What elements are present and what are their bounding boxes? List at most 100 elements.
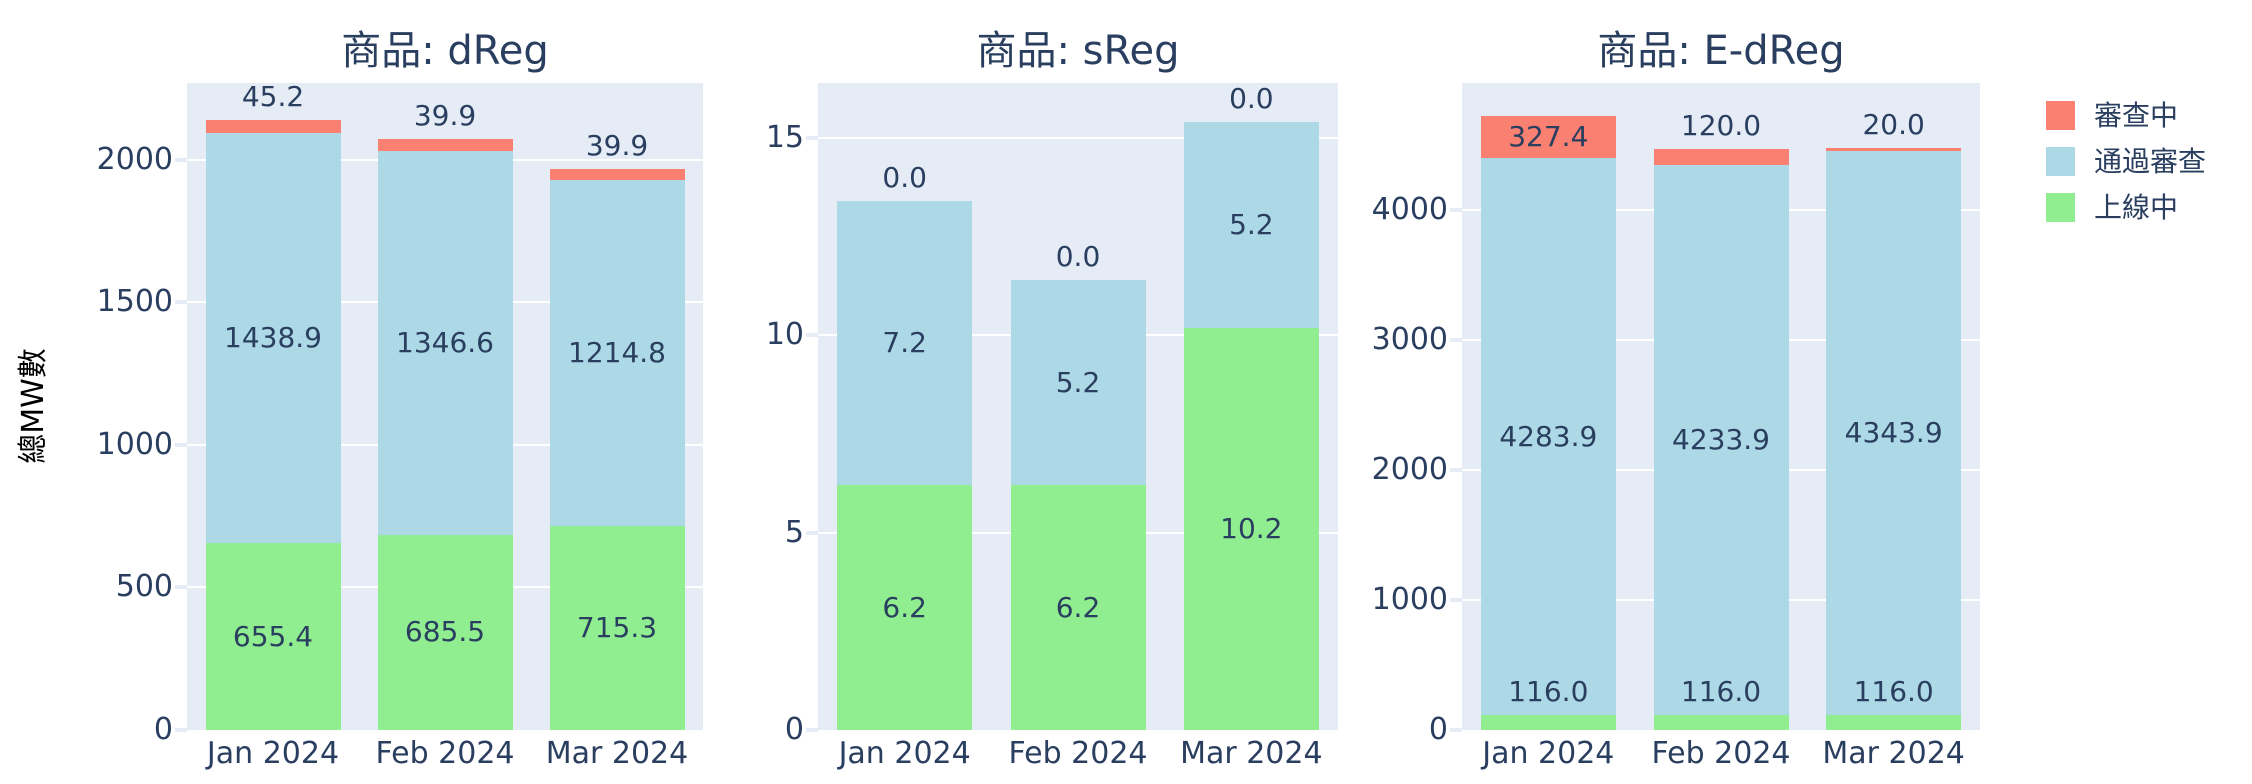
y-tick-label: 4000	[1371, 192, 1448, 228]
y-tick-label: 1500	[96, 284, 173, 320]
bar-segment	[1653, 164, 1789, 715]
y-tick-label: 15	[765, 120, 804, 156]
bar-value-label: 5.2	[1229, 208, 1274, 242]
bar-segment	[1480, 714, 1616, 730]
legend-item[interactable]: 通過審查	[2046, 147, 2206, 176]
y-tick-label: 2000	[1371, 452, 1448, 488]
y-tick-label: 500	[115, 569, 173, 605]
y-tick-label: 2000	[96, 141, 173, 177]
bar-value-label: 5.2	[1055, 365, 1101, 399]
y-tick-mark	[175, 585, 187, 590]
bar-segment	[1183, 327, 1319, 730]
bar-value-label: 715.3	[576, 611, 658, 645]
x-tick-label: Jan 2024	[1482, 736, 1615, 771]
bar-segment	[1010, 280, 1146, 486]
bar-value-label: 7.2	[882, 326, 927, 360]
bar-value-label: 4233.9	[1672, 422, 1770, 456]
bar-segment	[1653, 714, 1789, 730]
y-tick-label: 3000	[1371, 322, 1448, 358]
y-tick-mark	[806, 530, 818, 535]
x-tick-label: Feb 2024	[375, 736, 515, 771]
facet-title: 商品: dReg	[341, 28, 549, 74]
bar-value-label: 685.5	[404, 615, 486, 649]
legend-item[interactable]: 審查中	[2046, 101, 2206, 130]
y-tick-label: 0	[153, 712, 173, 747]
bar-value-label: 327.4	[1508, 120, 1589, 154]
bar-segment	[837, 201, 973, 486]
legend-label: 通過審查	[2094, 145, 2207, 178]
bar-segment	[1653, 149, 1789, 165]
bar-segment	[1010, 485, 1146, 730]
bar-segment	[1826, 147, 1962, 151]
bar-segment	[205, 133, 341, 544]
bar-value-label: 0.0	[1055, 240, 1101, 274]
gridline	[818, 137, 1338, 140]
y-tick-mark	[175, 300, 187, 305]
bar-value-label: 6.2	[882, 590, 927, 624]
y-tick-mark	[806, 136, 818, 141]
facet-title: 商品: sReg	[976, 28, 1180, 74]
legend-swatch	[2046, 147, 2075, 176]
bar-value-label: 4283.9	[1499, 419, 1598, 453]
bar-segment	[837, 485, 973, 730]
bar-segment	[205, 120, 341, 134]
y-tick-label: 5	[784, 514, 804, 550]
y-tick-mark	[1450, 598, 1462, 603]
bar-value-label: 655.4	[232, 619, 314, 653]
bar-segment	[1480, 158, 1616, 715]
bar-value-label: 0.0	[1229, 82, 1274, 116]
x-tick-label: Feb 2024	[1651, 736, 1791, 771]
bar-value-label: 6.2	[1055, 590, 1101, 624]
y-tick-mark	[175, 157, 187, 162]
x-tick-label: Mar 2024	[1180, 736, 1323, 771]
y-tick-mark	[175, 442, 187, 447]
bar-segment	[1183, 122, 1319, 328]
y-tick-label: 1000	[1371, 582, 1448, 618]
y-tick-mark	[1450, 468, 1462, 473]
x-tick-label: Jan 2024	[206, 736, 340, 771]
bar-value-label: 1214.8	[568, 336, 666, 369]
facet-title: 商品: E-dReg	[1597, 28, 1845, 74]
bar-value-label: 0.0	[882, 161, 927, 195]
bar-segment	[377, 139, 513, 151]
bar-value-label: 39.9	[585, 128, 649, 162]
bar-segment	[205, 543, 341, 730]
y-tick-mark	[806, 728, 818, 732]
y-tick-mark	[1450, 208, 1462, 213]
y-tick-label: 10	[765, 317, 804, 353]
legend: 審查中通過審查上線中	[2046, 101, 2206, 239]
legend-swatch	[2046, 193, 2075, 222]
bar-segment	[377, 150, 513, 535]
x-tick-label: Jan 2024	[838, 736, 971, 771]
bar-segment	[549, 179, 685, 527]
bar-segment	[549, 168, 685, 180]
y-tick-label: 0	[1428, 712, 1448, 747]
bar-segment	[377, 534, 513, 730]
y-tick-mark	[806, 333, 818, 338]
bar-value-label: 1346.6	[396, 325, 494, 359]
bar-value-label: 20.0	[1862, 107, 1925, 141]
legend-swatch	[2046, 101, 2075, 130]
bar-value-label: 116.0	[1680, 674, 1762, 708]
x-tick-label: Mar 2024	[545, 736, 689, 771]
bar-value-label: 120.0	[1680, 109, 1762, 143]
y-tick-label: 0	[784, 712, 804, 747]
bar-value-label: 116.0	[1853, 674, 1934, 708]
x-tick-label: Feb 2024	[1008, 736, 1148, 771]
bar-segment	[1826, 150, 1962, 715]
bar-value-label: 116.0	[1508, 674, 1589, 708]
bar-segment	[549, 526, 685, 730]
legend-item[interactable]: 上線中	[2046, 193, 2206, 222]
legend-label: 審查中	[2094, 99, 2179, 132]
bar-value-label: 39.9	[413, 99, 477, 133]
bar-segment	[1480, 115, 1616, 159]
bar-value-label: 1438.9	[224, 321, 322, 355]
bar-value-label: 45.2	[241, 80, 305, 114]
y-tick-mark	[175, 728, 187, 732]
bar-value-label: 4343.9	[1844, 415, 1943, 449]
y-tick-label: 1000	[96, 426, 173, 462]
y-tick-mark	[1450, 338, 1462, 343]
bar-segment	[1826, 714, 1962, 730]
y-tick-mark	[1450, 728, 1462, 732]
x-tick-label: Mar 2024	[1822, 736, 1965, 771]
